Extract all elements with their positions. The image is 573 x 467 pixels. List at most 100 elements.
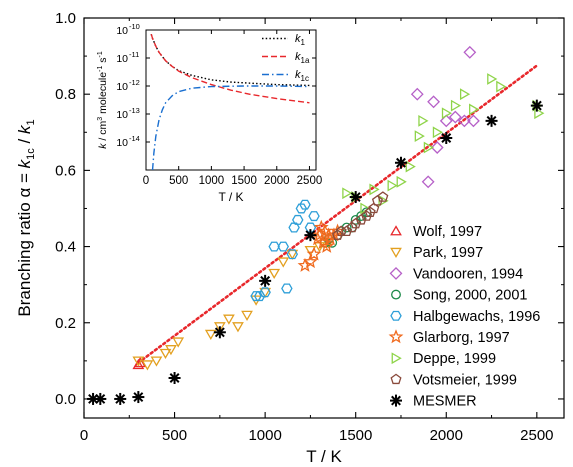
inset-y-tick-exponent: -14: [129, 134, 140, 143]
series-group: [132, 238, 335, 371]
data-point: [141, 360, 154, 371]
inset-legend-sub: 1c: [301, 74, 309, 83]
data-point: [457, 114, 471, 128]
main-y-axis-title-text: Branching ratio α =: [15, 168, 34, 316]
legend-label: Deppe, 1999: [413, 351, 496, 367]
data-point: [241, 310, 253, 321]
data-point: [361, 210, 373, 221]
main-y-axis-title-k: k: [15, 158, 34, 168]
data-point: [281, 283, 293, 294]
data-point-stroke: [531, 100, 542, 111]
data-point-stroke: [95, 394, 106, 404]
data-point: [268, 268, 281, 280]
data-point: [405, 160, 416, 173]
data-point: [387, 179, 398, 192]
legend-marker: [391, 352, 402, 365]
inset-legend-k: k: [295, 33, 301, 45]
data-point: [427, 95, 440, 109]
legend-label: Votsmeier, 1999: [413, 372, 517, 388]
inset-y-axis-title: k / cm3 molecule-1 s-1: [97, 51, 109, 149]
inset-x-tick-label: 1000: [199, 175, 225, 187]
data-point: [268, 241, 280, 252]
inset-y-title-s: s: [97, 57, 109, 65]
x-tick-label: 2500: [520, 427, 553, 444]
series-group: [410, 45, 480, 189]
data-point: [295, 203, 308, 214]
legend-label: Park, 1997: [413, 245, 483, 261]
main-y-axis-title-sep: /: [15, 134, 34, 148]
data-point: [378, 194, 389, 207]
data-point-stroke: [441, 133, 452, 143]
data-point: [396, 175, 407, 188]
data-point: [165, 345, 177, 356]
inset-legend-sub: 1: [301, 38, 306, 47]
series-group: [132, 356, 147, 370]
inset-y-tick-label: 10: [116, 137, 128, 149]
legend-marker: [390, 373, 402, 385]
inset-y-tick-label: 10: [116, 53, 128, 65]
inset-series-line: [151, 85, 310, 171]
data-point: [439, 114, 453, 128]
legend-label: MESMER: [413, 394, 477, 410]
data-point: [332, 229, 344, 240]
legend-marker: [388, 329, 404, 344]
data-point-stroke: [133, 392, 144, 402]
inset-legend-label: k1c: [295, 69, 309, 83]
main-y-axis-title-k-sub: 1c: [25, 148, 37, 160]
data-point: [450, 99, 462, 112]
y-tick-label: 0.4: [55, 239, 76, 256]
x-tick-label: 1500: [339, 427, 372, 444]
data-point: [469, 103, 480, 116]
data-point: [132, 356, 145, 367]
data-point: [322, 231, 338, 246]
inset-y-title-sup3: -1: [97, 51, 104, 57]
data-point: [355, 214, 367, 225]
data-point: [441, 107, 453, 120]
data-point: [414, 130, 425, 142]
data-point-stroke: [214, 327, 225, 338]
data-point: [467, 114, 480, 128]
main-y-axis-title-k-den: k: [15, 124, 34, 134]
x-tick-label: 1000: [248, 427, 281, 444]
data-point: [172, 337, 185, 348]
inset-lines: [150, 33, 310, 171]
data-point: [259, 274, 272, 287]
inset-legend-k: k: [295, 69, 301, 81]
inset-y-title-sup2: -1: [97, 66, 104, 72]
inset-y-title-molecule: molecule: [97, 72, 109, 117]
data-point: [159, 348, 172, 360]
data-point: [299, 199, 311, 210]
data-point: [349, 191, 362, 204]
data-point-stroke: [88, 394, 99, 404]
main-data-points: [87, 45, 545, 405]
legend-marker: [389, 266, 403, 280]
data-point: [168, 372, 181, 384]
inset-y-title-k: k: [97, 143, 109, 149]
inset-y-tick-exponent: -13: [129, 106, 140, 115]
legend-label: Glarborg, 1997: [413, 330, 510, 346]
data-point-stroke: [260, 275, 271, 286]
legend-label: Vandooren, 1994: [413, 266, 523, 282]
inset-y-tick-label: 10: [116, 81, 128, 93]
data-point-stroke: [305, 230, 316, 241]
data-point: [94, 392, 107, 405]
data-point: [259, 287, 271, 298]
y-tick-label: 0.8: [55, 86, 76, 103]
inset-plot-frame: [145, 29, 317, 171]
y-tick-label: 0.0: [55, 391, 76, 408]
inset-x-axis-title: T / K: [218, 190, 243, 204]
data-point: [418, 114, 429, 127]
data-point-stroke: [115, 394, 126, 404]
inset-series-line: [150, 33, 310, 104]
data-point: [291, 214, 304, 225]
inset-y-tick-label: 10: [116, 109, 128, 121]
inset-legend-sub: 1a: [301, 56, 310, 65]
data-point: [485, 114, 498, 127]
data-point: [253, 291, 266, 302]
data-point: [394, 156, 407, 169]
data-point: [319, 238, 335, 253]
data-point: [421, 175, 435, 189]
data-point: [448, 110, 462, 124]
data-point: [440, 132, 453, 144]
data-point: [463, 45, 477, 59]
